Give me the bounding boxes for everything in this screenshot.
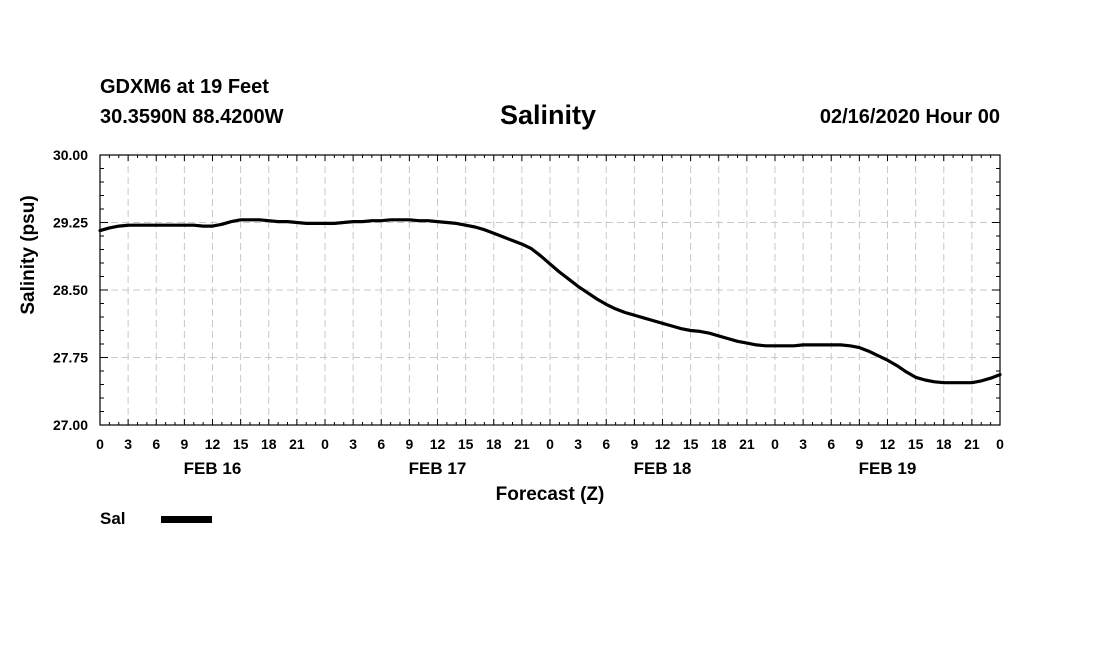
x-tick-label: 0 <box>771 436 779 452</box>
chart-title: Salinity <box>500 100 597 130</box>
day-label: FEB 18 <box>634 459 692 478</box>
day-labels: FEB 16 FEB 17 FEB 18 FEB 19 <box>184 459 917 478</box>
x-tick-label: 21 <box>739 436 755 452</box>
x-tick-label: 3 <box>574 436 582 452</box>
x-tick-label: 9 <box>405 436 413 452</box>
y-tick-label: 27.00 <box>53 417 88 433</box>
x-tick-label: 0 <box>996 436 1004 452</box>
day-label: FEB 19 <box>859 459 917 478</box>
series-line-sal <box>98 218 1002 385</box>
x-tick-label: 3 <box>349 436 357 452</box>
x-tick-label: 12 <box>655 436 671 452</box>
x-tick-label: 6 <box>152 436 160 452</box>
x-tick-label: 9 <box>180 436 188 452</box>
grid-lines <box>100 155 1000 425</box>
y-tick-label: 28.50 <box>53 282 88 298</box>
day-label: FEB 17 <box>409 459 467 478</box>
x-tick-label: 0 <box>321 436 329 452</box>
x-tick-label: 3 <box>124 436 132 452</box>
x-tick-label: 15 <box>233 436 249 452</box>
x-tick-label: 21 <box>289 436 305 452</box>
x-tick-label: 0 <box>546 436 554 452</box>
x-tick-label: 6 <box>602 436 610 452</box>
y-tick-label: 29.25 <box>53 215 88 231</box>
series-layer <box>98 218 1002 385</box>
x-tick-label: 0 <box>96 436 104 452</box>
y-tick-label: 27.75 <box>53 350 88 366</box>
coordinates-label: 30.3590N 88.4200W <box>100 106 284 128</box>
x-tick-label: 12 <box>430 436 446 452</box>
x-tick-label: 18 <box>936 436 952 452</box>
x-tick-label: 6 <box>377 436 385 452</box>
x-tick-label: 21 <box>964 436 980 452</box>
x-tick-label: 15 <box>908 436 924 452</box>
station-label: GDXM6 at 19 Feet <box>100 76 269 98</box>
x-tick-label: 9 <box>630 436 638 452</box>
y-tick-label: 30.00 <box>53 147 88 163</box>
legend-label: Sal <box>100 509 126 528</box>
x-tick-label: 12 <box>880 436 896 452</box>
y-tick-labels: 27.00 27.75 28.50 29.25 30.00 <box>53 147 88 433</box>
x-tick-label: 15 <box>458 436 474 452</box>
x-tick-label: 9 <box>855 436 863 452</box>
x-tick-label: 12 <box>205 436 221 452</box>
x-tick-labels: 0 3 6 9 12 15 18 21 0 3 6 9 12 15 18 21 0 3 6 9 12 15 18 21 0 3 6 9… <box>96 436 1004 452</box>
run-time-label: 02/16/2020 Hour 00 <box>819 106 1000 128</box>
x-tick-label: 18 <box>486 436 502 452</box>
x-tick-label: 15 <box>683 436 699 452</box>
x-tick-label: 6 <box>827 436 835 452</box>
x-tick-label: 3 <box>799 436 807 452</box>
x-tick-label: 18 <box>711 436 727 452</box>
legend-swatch <box>161 516 212 523</box>
x-axis-title: Forecast (Z) <box>496 484 605 505</box>
x-tick-label: 18 <box>261 436 277 452</box>
y-axis-title: Salinity (psu) <box>18 195 39 314</box>
day-label: FEB 16 <box>184 459 242 478</box>
plot-frame <box>99 154 1001 426</box>
x-tick-label: 21 <box>514 436 530 452</box>
